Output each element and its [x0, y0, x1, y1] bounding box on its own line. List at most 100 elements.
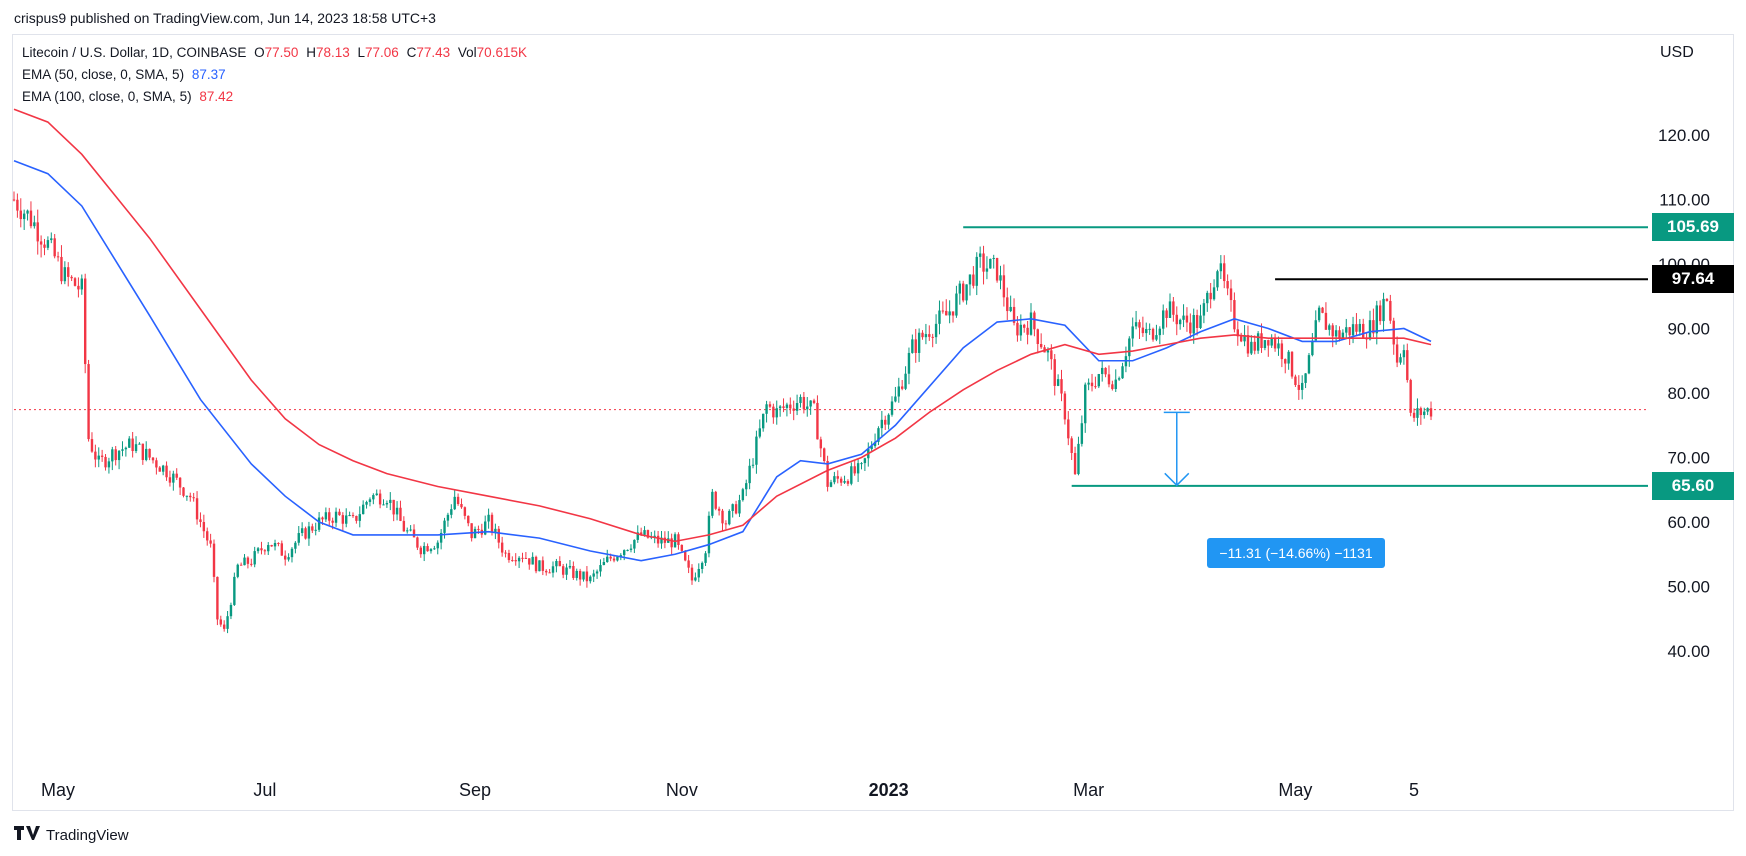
- ema50-line: [13, 160, 1432, 562]
- candle-body: [412, 529, 416, 538]
- candle-body: [382, 504, 385, 506]
- candle-body: [1250, 341, 1253, 354]
- candle-body: [297, 533, 300, 543]
- candle-body: [1409, 380, 1412, 413]
- candle-body: [378, 493, 382, 505]
- candle-body: [433, 548, 436, 550]
- ema100-legend[interactable]: EMA (100, close, 0, SMA, 5) 87.42: [22, 89, 237, 104]
- candle-body: [392, 499, 395, 515]
- candle-body: [1239, 336, 1243, 342]
- candle-body: [1006, 297, 1009, 312]
- candle-body: [1284, 359, 1287, 364]
- candle-body: [985, 268, 989, 272]
- candle-body: [599, 565, 602, 572]
- candle-body: [19, 210, 22, 220]
- candle-body: [111, 449, 114, 462]
- chart-panel[interactable]: [12, 34, 1734, 811]
- candle-body: [528, 558, 531, 565]
- candle-body: [328, 512, 331, 521]
- candle-body: [195, 498, 199, 520]
- candle-body: [745, 483, 748, 490]
- candle-body: [145, 448, 148, 460]
- candle-body: [1070, 438, 1073, 453]
- candle-body: [70, 276, 73, 279]
- candle-body: [548, 572, 551, 574]
- candle-body: [561, 566, 565, 575]
- candle-body: [884, 419, 887, 425]
- candle-body: [1073, 452, 1077, 475]
- candle-body: [860, 463, 863, 465]
- footer-brand[interactable]: TradingView: [14, 826, 129, 844]
- candle-body: [1355, 324, 1358, 332]
- candle-body: [873, 441, 877, 447]
- candle-body: [982, 253, 985, 272]
- symbol-name: Litecoin / U.S. Dollar, 1D, COINBASE: [22, 45, 247, 60]
- candle-body: [284, 555, 287, 560]
- candle-body: [1406, 350, 1409, 381]
- candle-body: [494, 528, 497, 533]
- candle-body: [199, 519, 202, 523]
- candle-body: [63, 267, 67, 282]
- candle-body: [141, 443, 145, 460]
- candle-body: [602, 561, 606, 566]
- candle-body: [345, 515, 348, 524]
- candle-body: [955, 293, 958, 316]
- candle-body: [978, 253, 982, 257]
- candle-body: [372, 495, 375, 500]
- candle-body: [148, 448, 151, 458]
- candle-body: [646, 530, 650, 538]
- ema50-legend[interactable]: EMA (50, close, 0, SMA, 5) 87.37: [22, 67, 230, 82]
- candle-body: [1297, 384, 1301, 390]
- candle-body: [941, 310, 945, 312]
- currency-label[interactable]: USD: [1660, 44, 1694, 61]
- candle-body: [1416, 408, 1419, 418]
- candle-body: [656, 535, 660, 544]
- candle-body: [806, 406, 809, 410]
- candle-body: [965, 284, 968, 301]
- high-label: H: [306, 45, 316, 60]
- candle-body: [1412, 412, 1416, 418]
- candle-body: [100, 455, 104, 457]
- resistance-price-tag: 105.69: [1652, 213, 1734, 242]
- candle-body: [1219, 263, 1223, 272]
- candle-body: [1145, 329, 1148, 334]
- candle-body: [545, 570, 548, 573]
- candle-body: [789, 404, 792, 409]
- candle-body: [104, 456, 107, 468]
- candle-body: [1029, 312, 1033, 335]
- candle-body: [700, 562, 704, 569]
- candle-body: [531, 556, 534, 565]
- candle-body: [1399, 357, 1402, 363]
- candle-body: [924, 334, 928, 338]
- candle-body: [863, 458, 867, 464]
- candle-body: [341, 515, 345, 524]
- candle-body: [358, 514, 361, 521]
- candle-body: [731, 504, 734, 511]
- candle-body: [500, 542, 504, 553]
- x-tick-label: May: [41, 780, 75, 800]
- candle-body: [945, 310, 948, 316]
- candle-body: [317, 517, 321, 530]
- candle-body: [1287, 351, 1290, 364]
- candle-body: [1209, 292, 1212, 300]
- candle-body: [653, 535, 656, 537]
- candle-body: [365, 501, 368, 505]
- candle-body: [1419, 408, 1423, 416]
- candle-body: [307, 526, 311, 539]
- volume-value: 70.615K: [476, 45, 527, 60]
- measure-tool: [1163, 411, 1190, 487]
- y-tick-label: 50.00: [1667, 578, 1710, 597]
- x-tick-label: 5: [1409, 780, 1419, 800]
- candle-body: [660, 537, 663, 544]
- candle-body: [843, 481, 846, 483]
- candle-body: [83, 278, 87, 365]
- candle-body: [124, 447, 128, 450]
- candle-body: [1307, 355, 1311, 374]
- candle-body: [29, 210, 33, 227]
- y-tick-label: 120.00: [1658, 126, 1710, 145]
- candle-body: [1056, 379, 1060, 386]
- candle-body: [1121, 366, 1124, 379]
- candle-body: [429, 549, 433, 552]
- candle-body: [375, 493, 378, 496]
